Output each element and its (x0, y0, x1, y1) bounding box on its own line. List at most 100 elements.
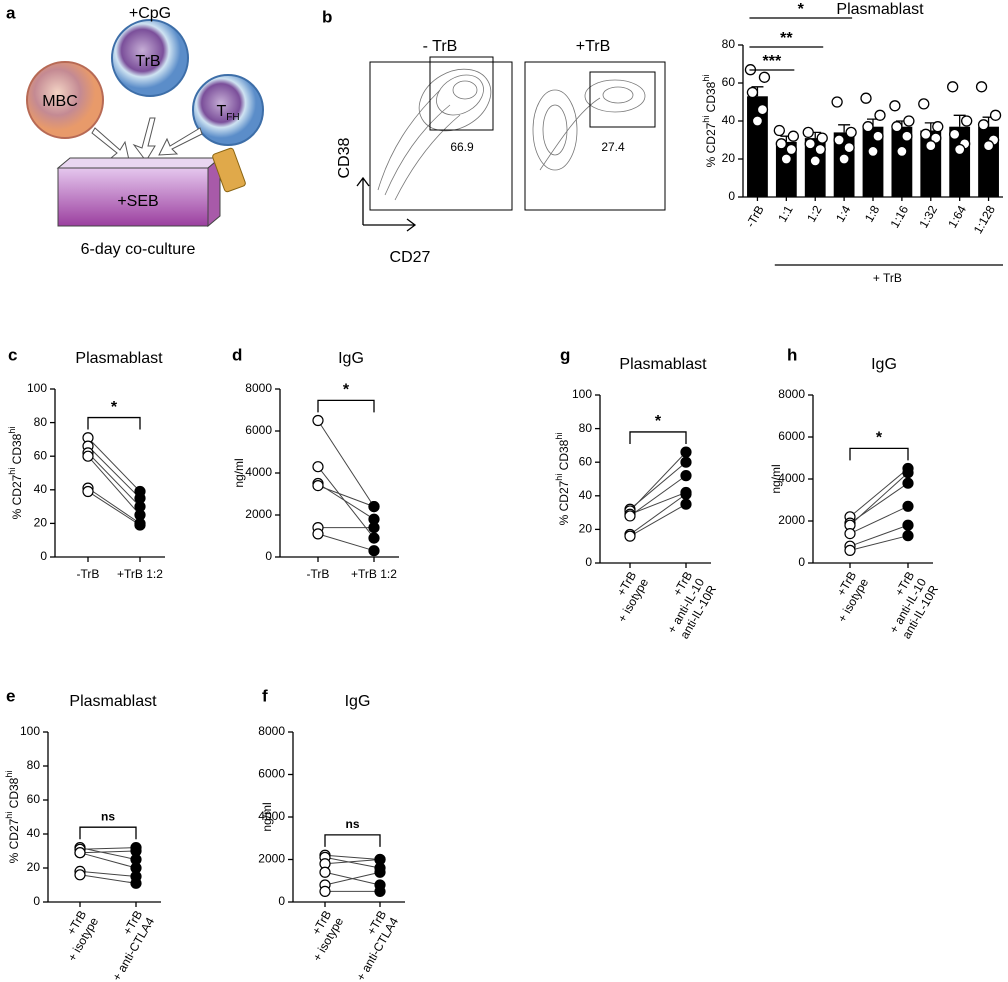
data-point (756, 103, 769, 116)
data-point (758, 71, 771, 83)
illustration: a +CpG TrB MBC TFH +SEB 6-day co-culture (6, 3, 264, 258)
data-point (787, 130, 799, 142)
y-tick-label: 40 (579, 488, 593, 502)
y-label: % CD27hi CD38hi (701, 75, 718, 168)
pair-line (629, 491, 687, 515)
data-point (312, 480, 324, 492)
data-point (134, 519, 146, 531)
data-point (368, 532, 380, 544)
y-tick-label: 2000 (778, 513, 805, 527)
caption: 6-day co-culture (81, 241, 196, 258)
pair-line (849, 472, 909, 526)
bar (775, 141, 797, 197)
panel-label: g (560, 345, 570, 364)
x-tick-label: +TrB+ isotype (53, 908, 101, 964)
significance-bracket (79, 826, 137, 840)
x-tick-label: +TrB+ isotype (298, 908, 346, 964)
panel-label: a (6, 3, 16, 22)
data-point (932, 121, 944, 133)
cpg-label: +CpG (129, 5, 171, 22)
y-tick-label: 20 (579, 522, 593, 536)
data-point (844, 544, 856, 557)
data-point (903, 115, 915, 127)
x-tick-label: 1:128 (971, 203, 998, 236)
panel-label: c (8, 345, 17, 364)
pair-line (849, 505, 909, 535)
data-point (902, 530, 914, 542)
x-tick-label: +TrB+ anti-CTLA4 (342, 908, 402, 982)
data-point (896, 145, 908, 158)
significance: ns (345, 817, 359, 831)
flow-plot (524, 61, 666, 211)
bar (862, 126, 884, 197)
data-point (814, 143, 826, 156)
pair-line (629, 451, 687, 512)
data-point (746, 86, 759, 99)
data-point (833, 134, 845, 146)
seb-label: +SEB (117, 193, 158, 210)
data-point (862, 121, 874, 133)
pair-line (629, 503, 687, 537)
y-tick-label: 20 (27, 860, 41, 874)
y-tick-label: 80 (579, 421, 593, 435)
pair-line (629, 493, 687, 535)
trb-cell (111, 19, 189, 97)
y-tick-label: 4000 (258, 809, 285, 823)
data-point (809, 155, 821, 167)
data-point (902, 500, 914, 512)
y-tick-label: 8000 (258, 724, 285, 738)
panel-label: d (232, 345, 242, 364)
x-tick-label: +TrB+ anti-IL-10anti-IL-10R (653, 569, 720, 643)
y-tick-label: 60 (27, 792, 41, 806)
data-point (74, 847, 86, 859)
y-tick-label: 40 (27, 826, 41, 840)
y-tick-label: 0 (40, 549, 47, 563)
data-point (947, 81, 959, 93)
y-label: ng/ml (232, 458, 246, 487)
trb-label: TrB (135, 53, 160, 70)
significance: *** (763, 53, 782, 70)
y-tick-label: 80 (34, 415, 48, 429)
x-tick-label: 1:1 (775, 203, 796, 225)
bar (891, 126, 913, 197)
y-label: % CD27hi CD38hi (4, 771, 21, 864)
pair-line (317, 466, 375, 539)
contours (377, 68, 646, 201)
data-point (785, 143, 797, 156)
y-tick-label: 100 (572, 387, 592, 401)
data-point (891, 121, 903, 133)
pair-line (629, 475, 687, 517)
error-bar (838, 124, 851, 133)
y-label: CD38 (336, 137, 353, 178)
y-tick-label: 20 (722, 151, 736, 165)
data-point (680, 446, 692, 458)
data-point (977, 119, 990, 131)
y-label: % CD27hi CD38hi (554, 433, 571, 526)
y-tick-label: 100 (20, 724, 40, 738)
data-point (925, 140, 937, 152)
pair-line (317, 420, 375, 507)
pair-line (849, 468, 909, 518)
pair-line (79, 847, 137, 850)
plot-title: +TrB (576, 38, 611, 55)
data-point (949, 128, 961, 140)
y-label: ng/ml (769, 464, 783, 493)
data-point (312, 414, 324, 427)
data-point (982, 140, 995, 152)
data-point (775, 138, 787, 150)
pair-line (317, 533, 375, 552)
data-point (874, 109, 886, 121)
y-tick-label: 2000 (258, 852, 285, 866)
panel-label: e (6, 686, 15, 705)
chart-title: Plasmablast (75, 350, 163, 367)
y-tick-label: 2000 (245, 507, 272, 521)
chart-title: Plasmablast (69, 693, 157, 710)
tfh-cell (192, 74, 264, 146)
data-point (680, 470, 692, 482)
mbc-label: MBC (42, 93, 78, 110)
significance-bracket (317, 399, 375, 413)
y-tick-label: 6000 (245, 423, 272, 437)
data-point (902, 467, 914, 479)
pair-line (317, 485, 375, 508)
x-tick-label: 1:8 (862, 203, 883, 225)
